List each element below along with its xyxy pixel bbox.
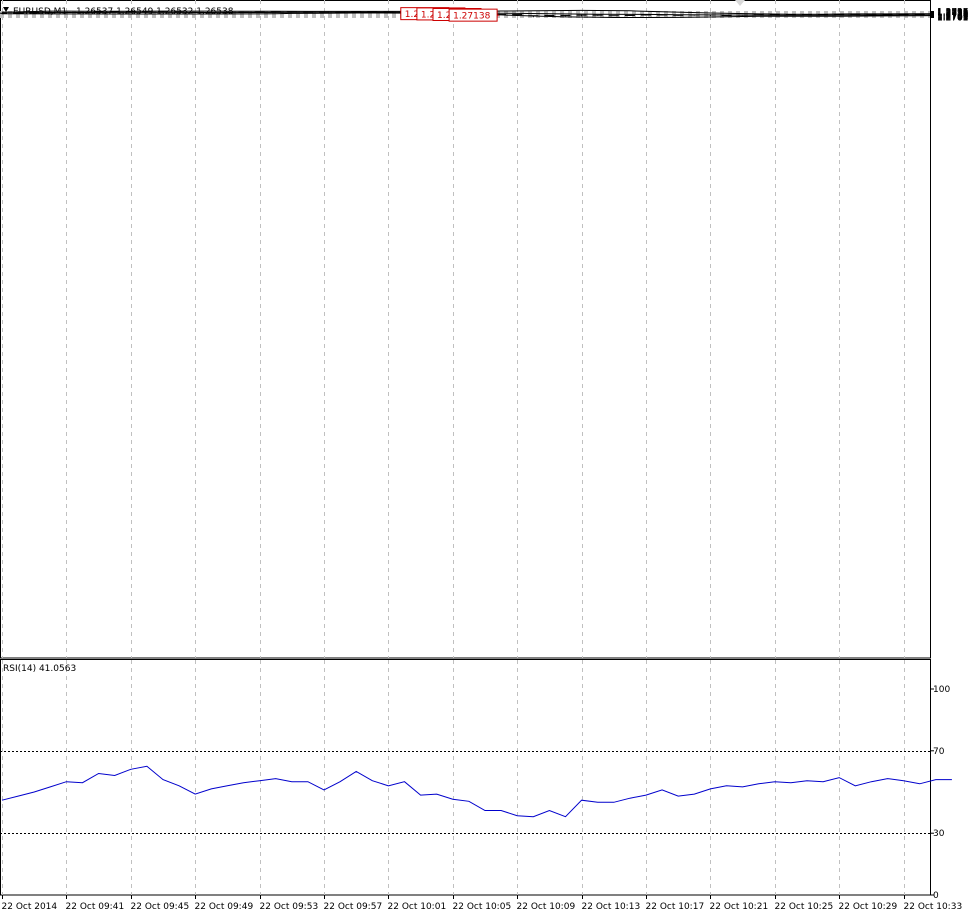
rsi-tick-label: 30 xyxy=(933,829,945,839)
price-tags: 1.272241.272081.271751.27138 xyxy=(400,7,500,22)
price-tick-label: 1.27015 xyxy=(937,14,968,24)
rsi-line xyxy=(1,765,952,818)
time-tick-label: 22 Oct 09:57 xyxy=(324,902,383,912)
time-tick-label: 22 Oct 09:49 xyxy=(195,902,254,912)
price-tick-label: 1.27195 xyxy=(937,11,968,21)
time-tick-label: 22 Oct 09:53 xyxy=(260,902,319,912)
time-tick-label: 22 Oct 10:09 xyxy=(517,902,576,912)
time-tick-label: 22 Oct 10:17 xyxy=(646,902,705,912)
scroll-marker-icon xyxy=(735,0,745,6)
time-tick-label: 22 Oct 09:45 xyxy=(131,902,190,912)
main-panel-border xyxy=(0,0,931,659)
time-tick-label: 22 Oct 09:41 xyxy=(66,902,125,912)
time-tick-label: 22 Oct 10:25 xyxy=(775,902,834,912)
price-tick-label: 1.27235 xyxy=(937,10,968,20)
rsi-title: RSI(14) 41.0563 xyxy=(3,664,76,674)
ohlc-readout: 1.26537 1.26549 1.26532 1.26538 xyxy=(76,7,234,17)
time-tick-label: 22 Oct 10:21 xyxy=(710,902,769,912)
price-tick-label: 1.27275 xyxy=(937,10,968,20)
price-tick-label: 1.27115 xyxy=(937,13,968,23)
price-tick-label: 1.27155 xyxy=(937,12,968,22)
price-tick-label: 1.27095 xyxy=(937,13,968,23)
price-grid xyxy=(0,0,930,895)
chart-headers: EURUSD,M1 1.26537 1.26549 1.26532 1.2653… xyxy=(3,0,745,674)
price-tick-label: 1.27255 xyxy=(937,10,968,20)
price-tick-label: 1.27375 xyxy=(937,8,968,18)
price-tick-label: 1.27075 xyxy=(937,13,968,23)
price-tick-label: 1.27295 xyxy=(937,9,968,19)
price-tag-label: 1.27138 xyxy=(453,12,490,22)
rsi-panel-border xyxy=(0,659,931,896)
price-tick-label: 1.27175 xyxy=(937,12,968,22)
rsi-tick-label: 0 xyxy=(933,891,939,901)
time-tick-label: 22 Oct 10:05 xyxy=(453,902,512,912)
price-tick-label: 1.27055 xyxy=(937,14,968,24)
time-tick-label: 22 Oct 2014 xyxy=(2,902,58,912)
rsi-panel: 100 70 30 0 xyxy=(0,685,952,901)
time-tick-label: 22 Oct 10:13 xyxy=(582,902,641,912)
time-tick-label: 22 Oct 10:33 xyxy=(904,902,963,912)
time-axis: 22 Oct 2014 22 Oct 09:41 22 Oct 09:45 22 Oc… xyxy=(2,895,963,912)
price-tick-label: 1.27035 xyxy=(937,14,968,24)
rsi-tick-label: 70 xyxy=(933,747,945,757)
price-tag-box xyxy=(448,8,498,22)
dropdown-triangle-icon[interactable] xyxy=(3,7,9,12)
symbol-title: EURUSD,M1 xyxy=(13,7,67,17)
time-tick-label: 22 Oct 10:29 xyxy=(839,902,898,912)
price-tick-label: 1.27335 xyxy=(937,9,968,19)
rsi-tick-label: 100 xyxy=(933,685,950,695)
price-tick-label: 1.27355 xyxy=(937,8,968,18)
chart-frame xyxy=(0,0,931,896)
price-tick-label: 1.27135 xyxy=(937,12,968,22)
time-tick-label: 22 Oct 10:01 xyxy=(388,902,447,912)
price-tick-label: 1.27315 xyxy=(937,9,968,19)
price-tick-label: 1.27215 xyxy=(937,11,968,21)
price-axis: 1.273751.273551.273351.273151.272951.272… xyxy=(930,8,968,24)
